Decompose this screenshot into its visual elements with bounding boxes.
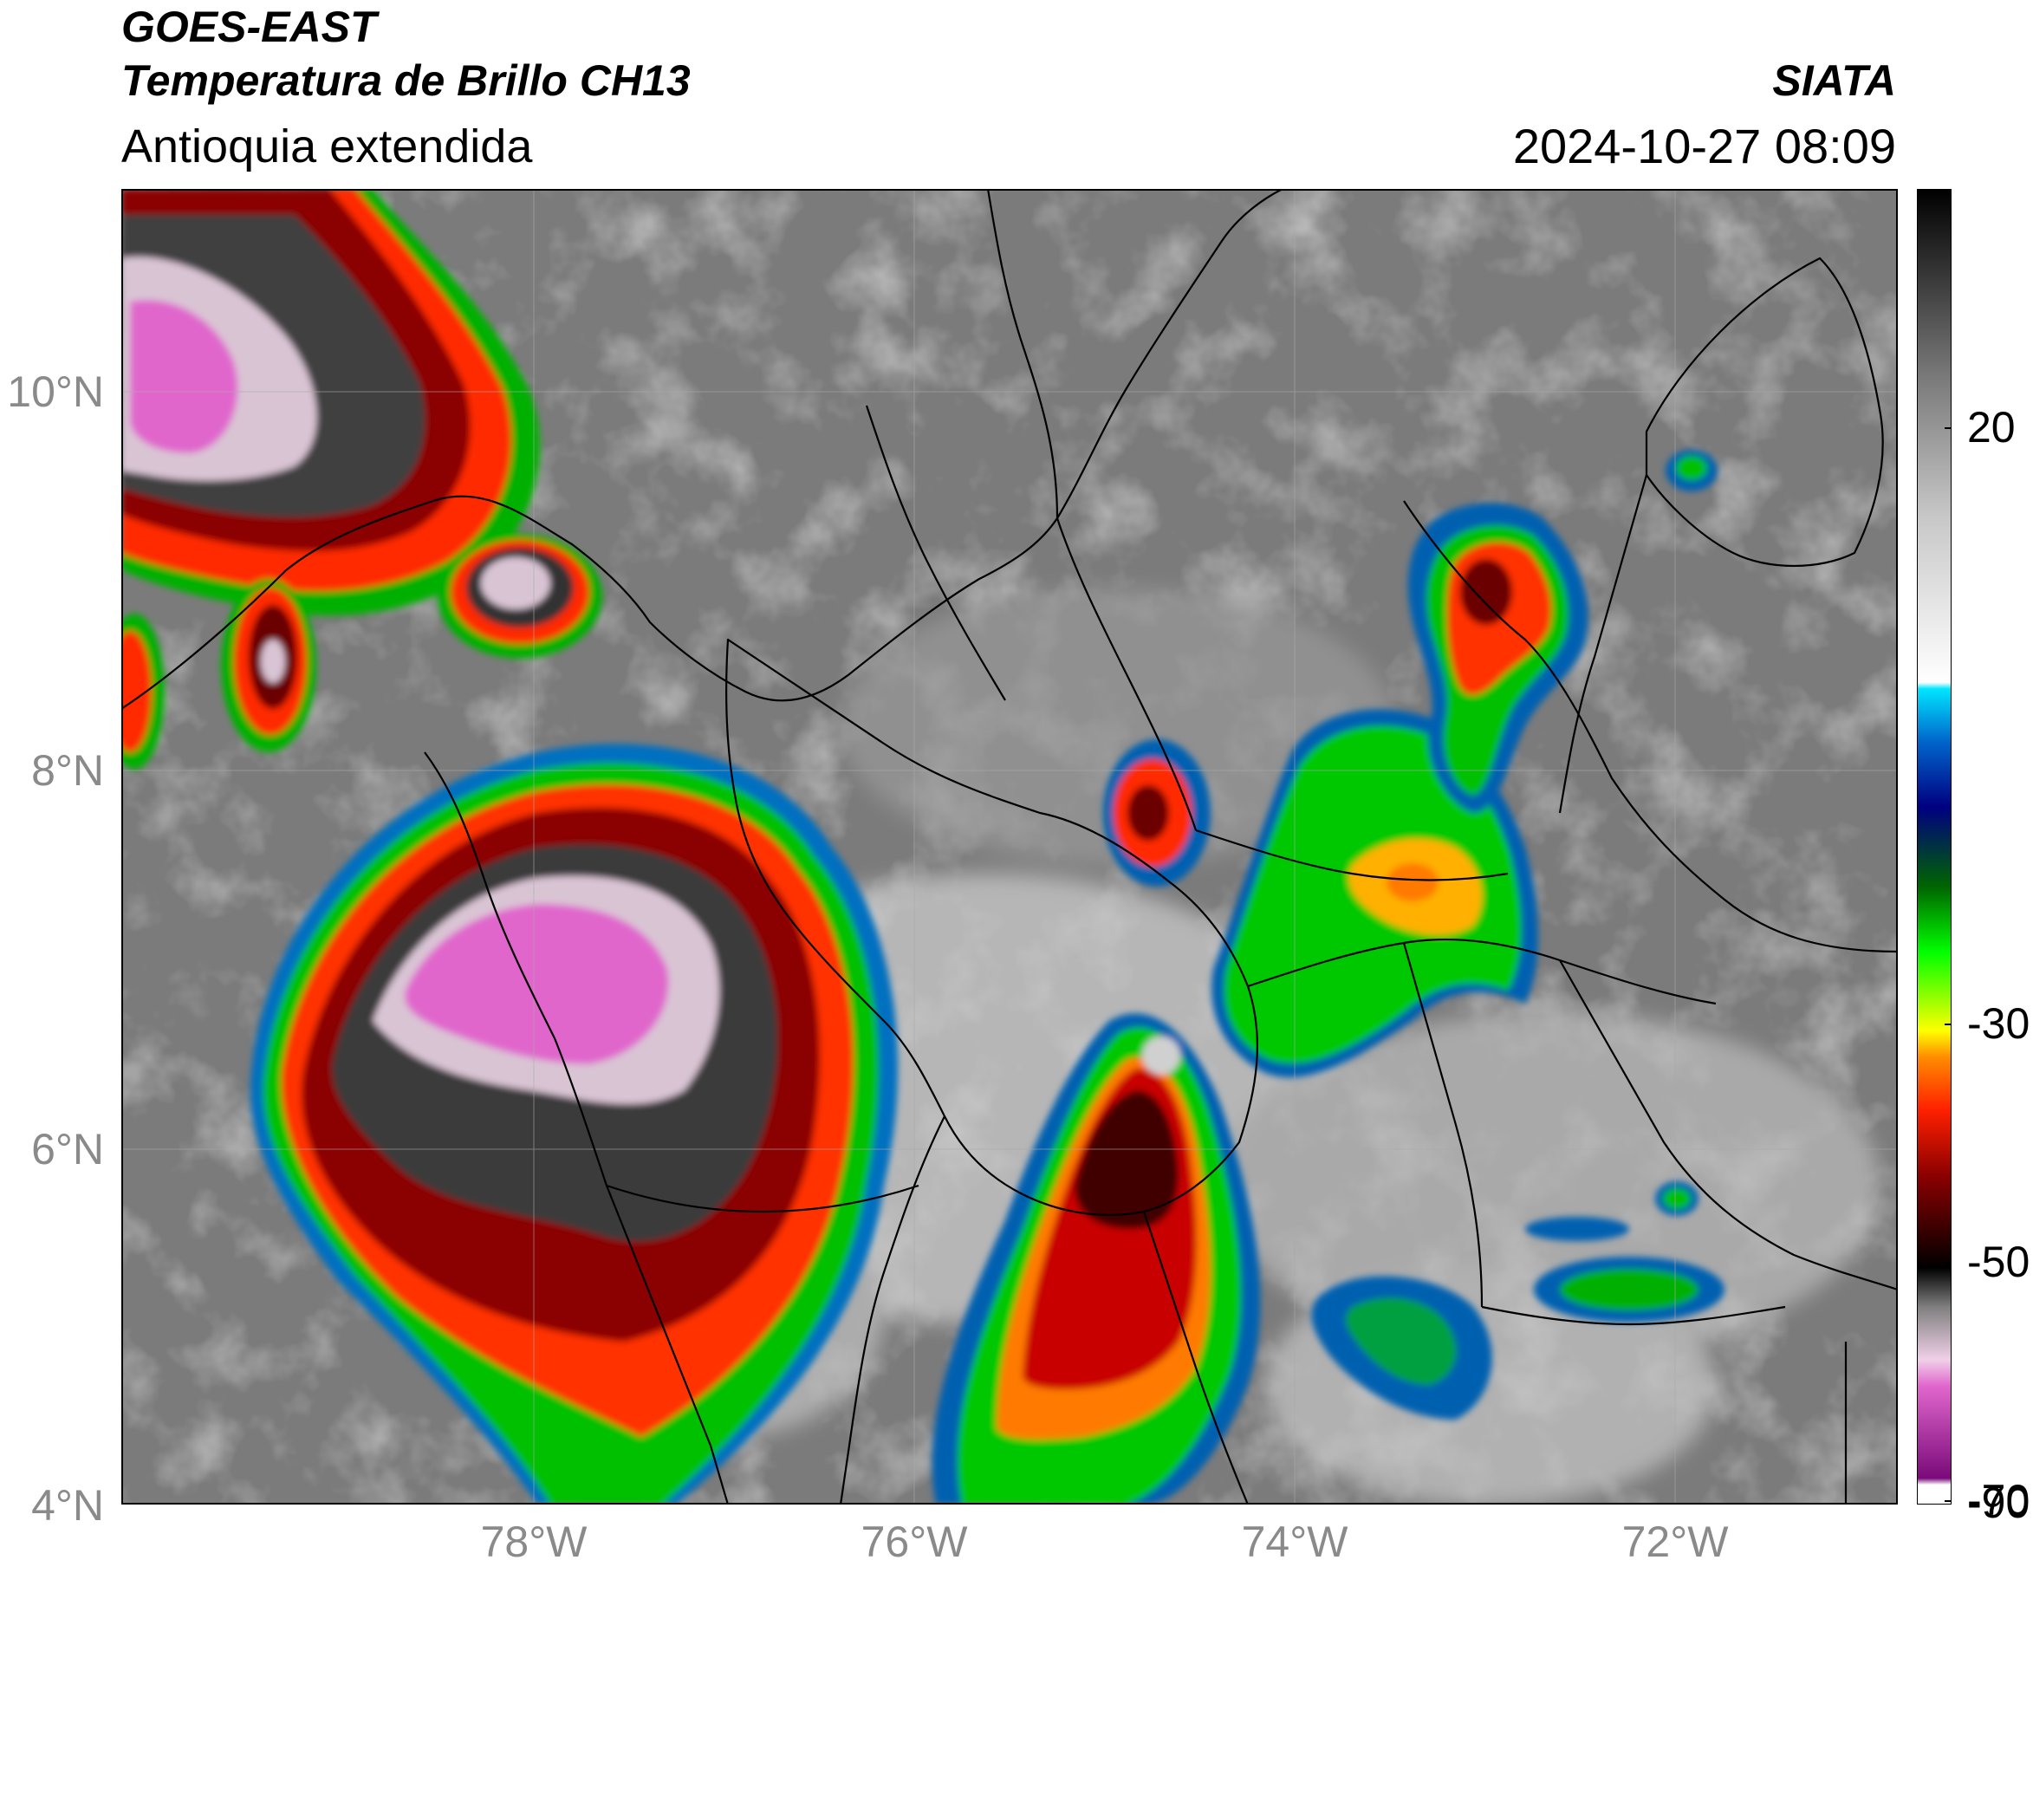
storm-cell-small — [1103, 739, 1211, 887]
storm-panama — [438, 534, 602, 659]
map-frame — [121, 189, 1898, 1505]
colorbar-tick-minus90: -90 — [1967, 1479, 2030, 1527]
gridlines — [121, 189, 1898, 1505]
lon-tick-74w: 74°W — [1241, 1518, 1348, 1566]
satellite-title: GOES-EAST — [121, 3, 377, 51]
dept-border-8 — [865, 405, 1006, 701]
colorbar — [1917, 189, 1952, 1505]
storm-west-small — [121, 579, 316, 770]
storm-northwest — [121, 189, 541, 616]
coastline-caribbean — [121, 189, 1283, 710]
dept-border-4 — [839, 1115, 945, 1505]
convective-cells — [121, 189, 1724, 1505]
dept-border-13 — [1481, 1305, 1786, 1326]
timestamp-label: 2024-10-27 08:09 — [1512, 119, 1896, 173]
dept-border-7 — [1195, 829, 1509, 881]
lon-tick-76w: 76°W — [861, 1518, 968, 1566]
lat-tick-8n: 8°N — [31, 746, 104, 795]
dept-border-5 — [1402, 942, 1484, 1308]
venezuela-border — [1403, 500, 1898, 953]
storm-central-south — [932, 1013, 1261, 1505]
dept-border-9 — [986, 189, 1059, 519]
dept-border-1 — [1055, 517, 1198, 831]
admin-borders — [121, 189, 1898, 1505]
storm-east-small — [1311, 450, 1724, 1420]
colorbar-tick-minus70: -70 — [1967, 1476, 2030, 1524]
lon-tick-72w: 72°W — [1621, 1518, 1729, 1566]
storm-southwest — [250, 744, 899, 1505]
lon-tick-78w: 78°W — [480, 1518, 588, 1566]
product-title: Temperatura de Brillo CH13 — [121, 56, 691, 105]
antioquia-border — [724, 638, 1258, 1216]
storm-northeast — [1407, 503, 1588, 813]
dept-border-6 — [1559, 959, 1898, 1291]
colorbar-tick-minus50: -50 — [1967, 1238, 2030, 1286]
dept-border-3 — [1142, 1211, 1250, 1505]
coastline-pacific — [424, 751, 730, 1505]
lat-tick-4n: 4°N — [31, 1481, 104, 1530]
dept-border-2 — [1247, 938, 1717, 1005]
colorbar-ticks — [1945, 427, 1952, 1502]
brightness-temperature-map — [121, 189, 1898, 1505]
lat-tick-6n: 6°N — [31, 1125, 104, 1173]
lat-tick-10n: 10°N — [7, 367, 104, 416]
dept-border-10 — [1558, 474, 1648, 814]
dept-border-12 — [606, 1184, 919, 1213]
colorbar-tick-20: 20 — [1967, 403, 2016, 452]
colorbar-tick-minus30: -30 — [1967, 999, 2030, 1048]
source-label: SIATA — [1772, 56, 1896, 105]
peninsula-guajira — [1645, 257, 1884, 568]
region-subtitle: Antioquia extendida — [121, 120, 533, 172]
